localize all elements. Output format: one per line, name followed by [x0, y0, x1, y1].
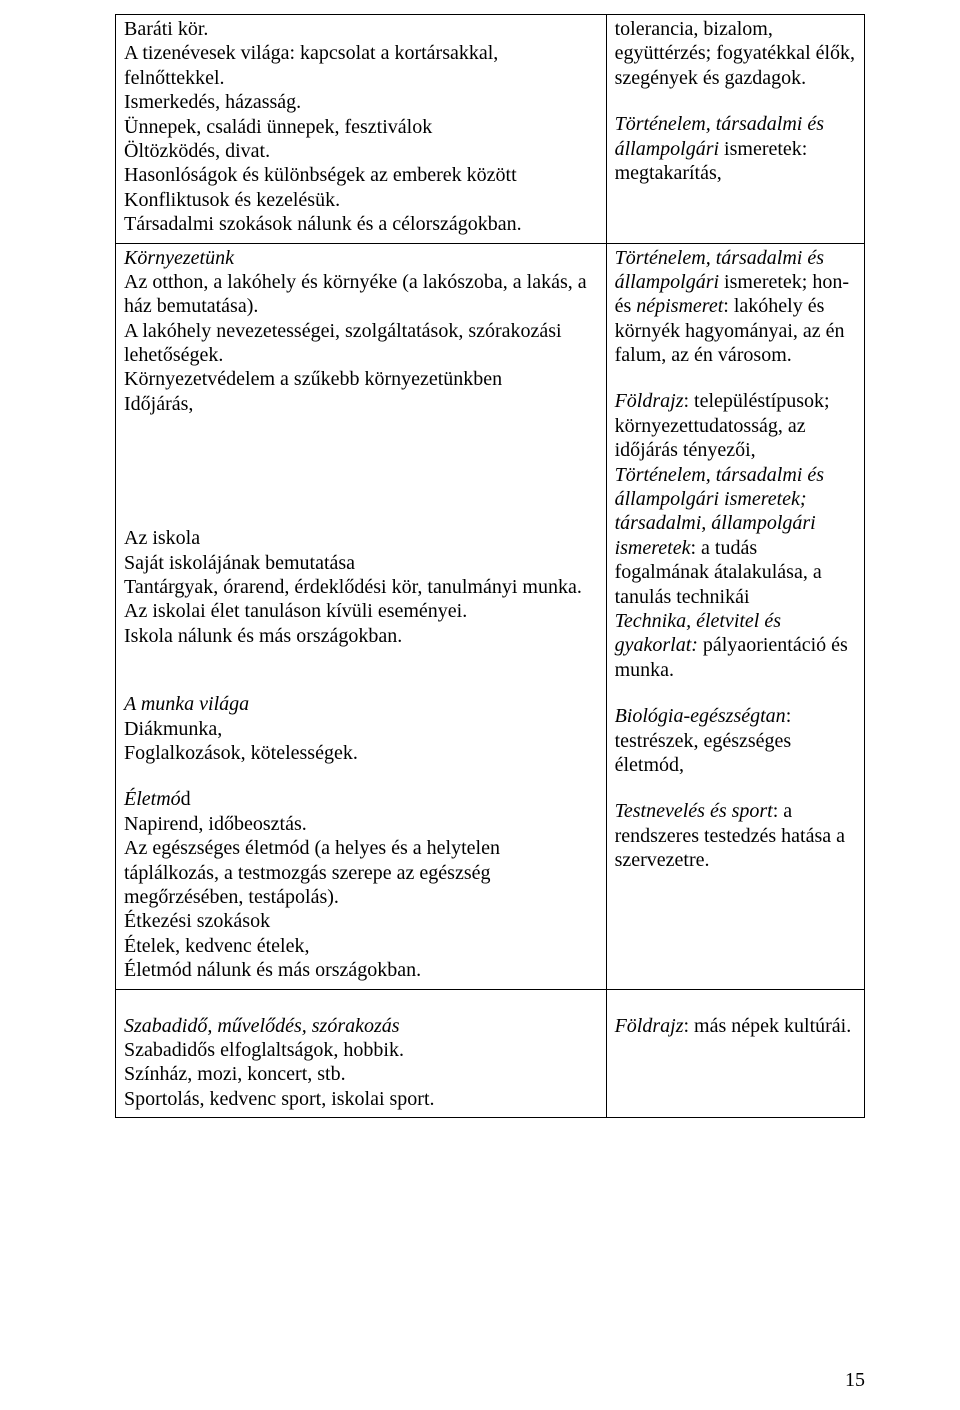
- text-line: Öltözködés, divat.: [124, 139, 598, 163]
- cell-left: Környezetünk Az otthon, a lakóhely és kö…: [116, 243, 607, 989]
- text-line: Ismerkedés, házasság.: [124, 90, 598, 114]
- blank-line: [124, 482, 598, 504]
- text-line: Ételek, kedvenc ételek,: [124, 934, 598, 958]
- text-line: Foglalkozások, kötelességek.: [124, 741, 598, 765]
- cell-left: Szabadidő, művelődés, szórakozás Szabadi…: [116, 989, 607, 1118]
- text-block: Biológia-egészségtan: testrészek, egészs…: [615, 704, 856, 777]
- text-line: A lakóhely nevezetességei, szolgáltatáso…: [124, 319, 598, 368]
- cell-right: Földrajz: más népek kultúrái.: [606, 989, 864, 1118]
- text-line: Konfliktusok és kezelésük.: [124, 188, 598, 212]
- text-line: Diákmunka,: [124, 717, 598, 741]
- text-line: Saját iskolájának bemutatása: [124, 551, 598, 575]
- italic-text: Földrajz: [615, 1015, 684, 1037]
- italic-text: Életmó: [124, 788, 181, 810]
- text-block: Földrajz: más népek kultúrái.: [615, 1014, 856, 1038]
- text-line: tolerancia, bizalom, együttérzés; fogyat…: [615, 17, 856, 90]
- text-line: Hasonlóságok és különbségek az emberek k…: [124, 163, 598, 187]
- content-table: Baráti kör. A tizenévesek világa: kapcso…: [115, 14, 865, 1118]
- text-line: Az otthon, a lakóhely és környéke (a lak…: [124, 270, 598, 319]
- plain-text: d: [181, 788, 191, 810]
- text-line: Az iskolai élet tanuláson kívüli esemény…: [124, 599, 598, 623]
- text-line: Baráti kör.: [124, 17, 598, 41]
- blank-line: [615, 90, 856, 112]
- blank-line: [124, 765, 598, 787]
- blank-line: [615, 367, 856, 389]
- blank-line: [615, 992, 856, 1014]
- text-line: Történelem, társadalmi és állampolgári i…: [615, 113, 824, 184]
- text-line: Életmód nálunk és más országokban.: [124, 958, 598, 982]
- section-heading: A munka világa: [124, 692, 598, 716]
- plain-text: : más népek kultúrái.: [684, 1015, 852, 1037]
- italic-text: népismeret: [636, 295, 723, 317]
- cell-right: tolerancia, bizalom, együttérzés; fogyat…: [606, 15, 864, 244]
- document-page: Baráti kör. A tizenévesek világa: kapcso…: [0, 0, 960, 1410]
- cell-right: Történelem, társadalmi és állampolgári i…: [606, 243, 864, 989]
- text-line: Környezetvédelem a szűkebb környezetünkb…: [124, 367, 598, 391]
- text-block: Történelem, társadalmi és állampolgári i…: [615, 463, 856, 609]
- text-line: Sportolás, kedvenc sport, iskolai sport.: [124, 1087, 598, 1111]
- blank-line: [124, 670, 598, 692]
- table-row: Baráti kör. A tizenévesek világa: kapcso…: [116, 15, 865, 244]
- table-row: Környezetünk Az otthon, a lakóhely és kö…: [116, 243, 865, 989]
- italic-text: Biológia-egészségtan: [615, 705, 786, 727]
- blank-line: [615, 777, 856, 799]
- text-line: Színház, mozi, koncert, stb.: [124, 1062, 598, 1086]
- text-line: Ünnepek, családi ünnepek, fesztiválok: [124, 115, 598, 139]
- blank-line: [124, 648, 598, 670]
- text-line: Napirend, időbeosztás.: [124, 812, 598, 836]
- text-block: Technika, életvitel és gyakorlat: pályao…: [615, 609, 856, 682]
- blank-line: [124, 504, 598, 526]
- text-line: A tizenévesek világa: kapcsolat a kortár…: [124, 41, 598, 90]
- blank-line: [124, 438, 598, 460]
- text-line: Étkezési szokások: [124, 909, 598, 933]
- blank-line: [124, 992, 598, 1014]
- blank-line: [615, 682, 856, 704]
- text-line: Társadalmi szokások nálunk és a célorszá…: [124, 212, 598, 236]
- section-heading: Életmód: [124, 787, 598, 811]
- page-number: 15: [845, 1368, 865, 1392]
- section-heading: Környezetünk: [124, 246, 598, 270]
- blank-line: [124, 460, 598, 482]
- italic-text: Földrajz: [615, 390, 684, 412]
- text-block: Testnevelés és sport: a rendszeres teste…: [615, 799, 856, 872]
- section-heading: Szabadidő, művelődés, szórakozás: [124, 1014, 598, 1038]
- cell-left: Baráti kör. A tizenévesek világa: kapcso…: [116, 15, 607, 244]
- text-block: Történelem, társadalmi és állampolgári i…: [615, 247, 849, 367]
- text-line: Időjárás,: [124, 392, 598, 416]
- table-row: Szabadidő, művelődés, szórakozás Szabadi…: [116, 989, 865, 1118]
- italic-text: Testnevelés és sport: [615, 800, 773, 822]
- text-line: Tantárgyak, órarend, érdeklődési kör, ta…: [124, 575, 598, 599]
- blank-line: [124, 416, 598, 438]
- section-heading: Az iskola: [124, 526, 598, 550]
- text-block: Földrajz: településtípusok; környezettud…: [615, 389, 856, 462]
- text-line: Szabadidős elfoglaltságok, hobbik.: [124, 1038, 598, 1062]
- text-line: Az egészséges életmód (a helyes és a hel…: [124, 836, 598, 909]
- text-line: Iskola nálunk és más országokban.: [124, 624, 598, 648]
